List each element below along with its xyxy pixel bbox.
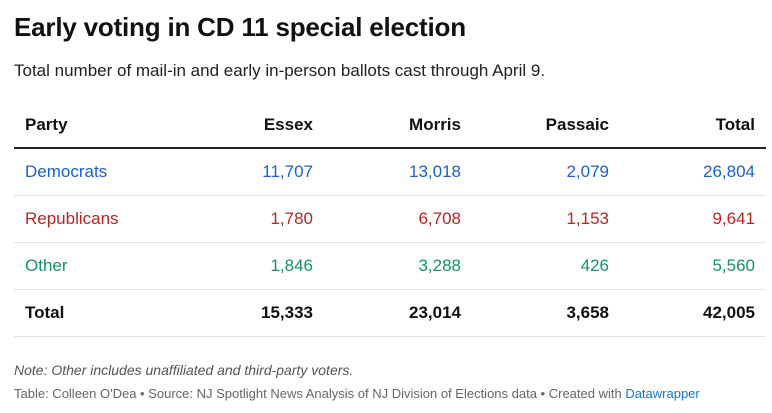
- credit-text: Table: Colleen O'Dea • Source: NJ Spotli…: [14, 386, 626, 401]
- total-cell: 5,560: [620, 242, 766, 290]
- total-cell: 42,005: [620, 289, 766, 337]
- column-header-total: Total: [620, 103, 766, 149]
- table-row-other: Other 1,846 3,288 426 5,560: [14, 242, 766, 290]
- essex-cell: 15,333: [174, 289, 324, 337]
- essex-cell: 11,707: [174, 148, 324, 196]
- datawrapper-link[interactable]: Datawrapper: [625, 386, 700, 401]
- column-header-essex: Essex: [174, 103, 324, 149]
- party-cell: Republicans: [14, 195, 174, 243]
- table-header-row: Party Essex Morris Passaic Total: [14, 103, 766, 149]
- passaic-cell: 3,658: [472, 289, 620, 337]
- column-header-party: Party: [14, 103, 174, 149]
- chart-credit: Table: Colleen O'Dea • Source: NJ Spotli…: [14, 386, 700, 401]
- passaic-cell: 1,153: [472, 195, 620, 243]
- table-row-democrats: Democrats 11,707 13,018 2,079 26,804: [14, 148, 766, 196]
- morris-cell: 3,288: [324, 242, 472, 290]
- chart-title: Early voting in CD 11 special election: [14, 12, 466, 42]
- essex-cell: 1,846: [174, 242, 324, 290]
- ballots-table: Party Essex Morris Passaic Total Democra…: [14, 103, 766, 337]
- table-row-republicans: Republicans 1,780 6,708 1,153 9,641: [14, 195, 766, 243]
- total-cell: 26,804: [620, 148, 766, 196]
- table-row-total: Total 15,333 23,014 3,658 42,005: [14, 289, 766, 337]
- column-header-passaic: Passaic: [472, 103, 620, 149]
- passaic-cell: 426: [472, 242, 620, 290]
- passaic-cell: 2,079: [472, 148, 620, 196]
- chart-subtitle: Total number of mail-in and early in-per…: [14, 61, 546, 80]
- morris-cell: 6,708: [324, 195, 472, 243]
- essex-cell: 1,780: [174, 195, 324, 243]
- column-header-morris: Morris: [324, 103, 472, 149]
- party-cell: Democrats: [14, 148, 174, 196]
- total-cell: 9,641: [620, 195, 766, 243]
- morris-cell: 23,014: [324, 289, 472, 337]
- party-cell: Total: [14, 289, 174, 337]
- morris-cell: 13,018: [324, 148, 472, 196]
- party-cell: Other: [14, 242, 174, 290]
- chart-note: Note: Other includes unaffiliated and th…: [14, 362, 354, 378]
